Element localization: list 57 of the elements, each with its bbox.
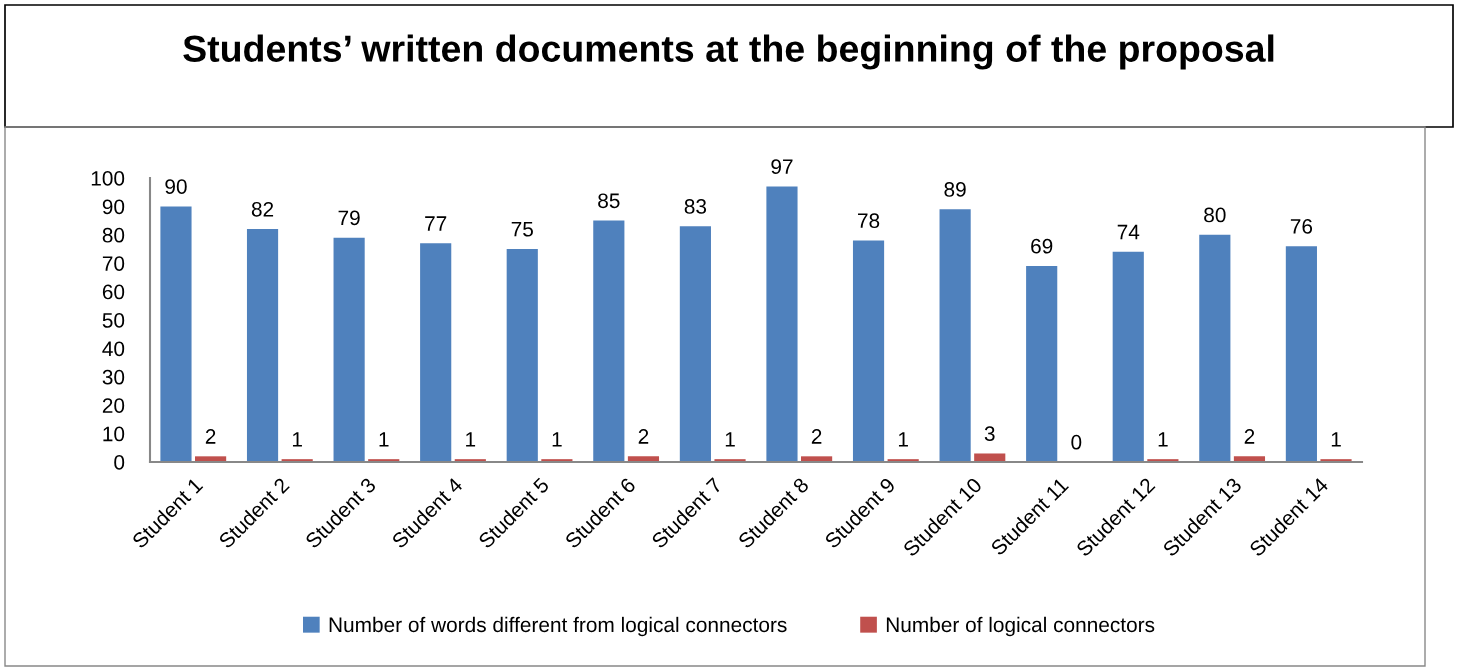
data-label: 1 [379,432,389,447]
data-label: 75 [511,222,533,237]
data-label: 89 [944,182,966,197]
bar [1285,246,1317,462]
bar [506,249,538,462]
y-tick-label: 80 [102,227,125,243]
data-label: 83 [684,199,707,214]
data-label: 2 [638,429,649,444]
y-tick-label: 90 [102,199,125,215]
data-label: 77 [425,216,447,231]
data-label: 1 [898,432,908,447]
data-label: 3 [984,426,995,442]
y-tick-label: 70 [102,256,125,271]
bar [679,226,711,462]
y-tick-label: 10 [103,426,125,442]
bar [852,240,885,462]
data-label: 2 [205,429,216,444]
bar [766,186,798,462]
bar [939,209,971,462]
data-label: 1 [292,432,302,447]
data-label: 97 [771,159,793,175]
bar [420,243,452,462]
y-tick-label: 20 [102,398,125,413]
data-label: 0 [1071,434,1082,450]
bar [1026,266,1058,462]
y-tick-label: 100 [91,171,125,186]
data-label: 2 [1244,429,1255,444]
data-label: 85 [598,193,620,209]
legend-label: Number of words different from logical connectors [329,616,787,637]
data-label: 2 [811,429,822,444]
legend-label: Number of logical connectors [886,616,1155,637]
data-label: 79 [338,210,360,226]
data-label: 1 [1331,432,1341,447]
data-label: 1 [466,432,476,447]
bar [593,220,625,462]
y-tick-label: 0 [114,455,125,470]
bar [1199,234,1231,462]
data-label: 78 [858,213,880,229]
data-label: 1 [725,432,735,447]
data-label: 82 [251,201,274,217]
y-tick-label: 40 [102,341,125,357]
data-label: 1 [552,432,562,447]
y-tick-label: 30 [102,369,125,385]
y-tick-label: 60 [102,284,125,300]
y-tick-label: 50 [102,313,125,328]
bar [1112,251,1144,462]
bar [246,229,279,462]
bar [974,453,1006,462]
data-label: 80 [1204,207,1226,223]
chart-title: Students’ written documents at the beginning of the proposal [183,34,1274,70]
bar [160,206,192,462]
data-label: 1 [1158,432,1168,447]
data-label: 76 [1290,218,1313,234]
data-label: 74 [1117,224,1140,240]
data-label: 90 [165,179,187,194]
bar [333,237,365,462]
data-label: 69 [1031,238,1053,254]
